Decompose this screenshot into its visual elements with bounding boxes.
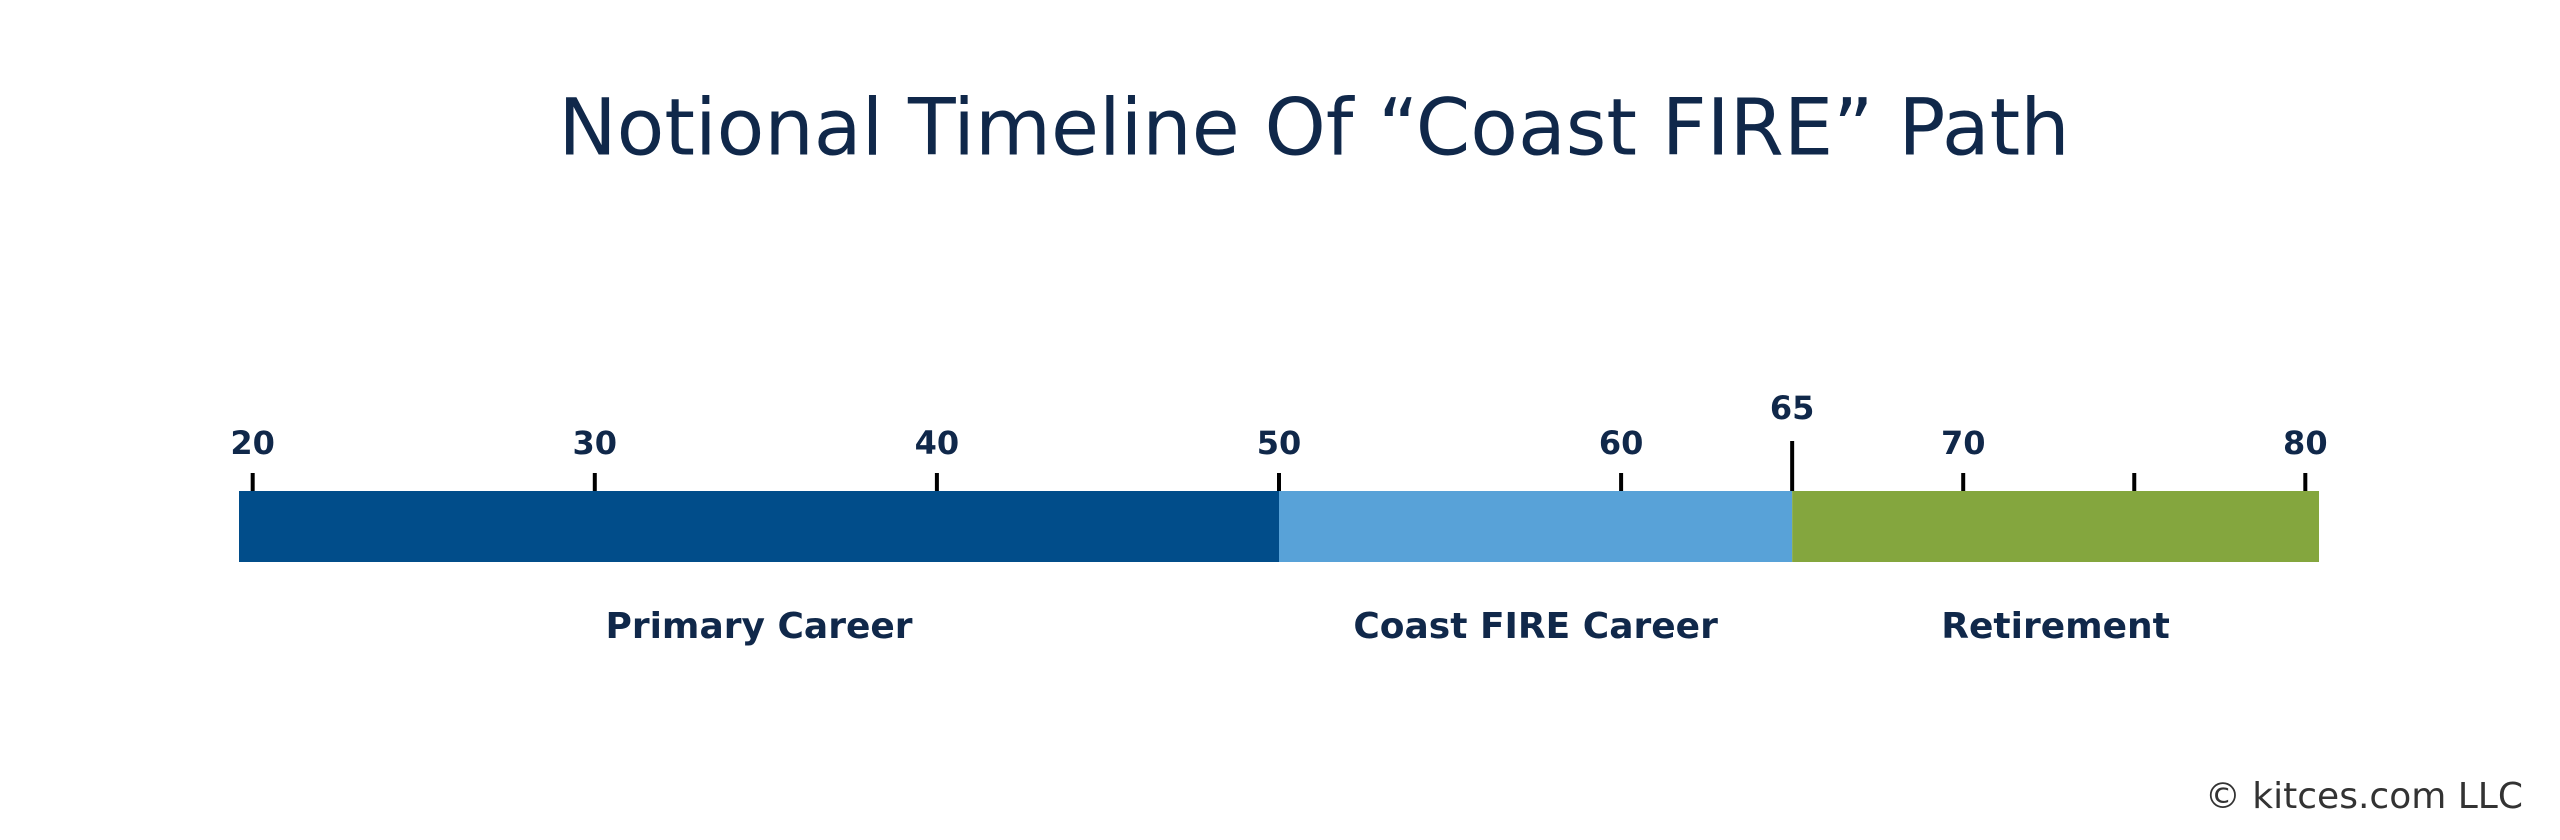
x-tick-label: 50 xyxy=(1257,424,1302,462)
x-tick-label: 40 xyxy=(915,424,960,462)
segment-label: Primary Career xyxy=(605,606,912,647)
segment-label: Coast FIRE Career xyxy=(1353,606,1718,647)
x-tick-label: 20 xyxy=(230,424,275,462)
segment-bar xyxy=(1792,491,2319,562)
segment-label: Retirement xyxy=(1941,606,2170,647)
segment-bar xyxy=(1279,491,1793,562)
x-tick-label: 80 xyxy=(2283,424,2328,462)
x-tick-label: 30 xyxy=(573,424,618,462)
segment-bar xyxy=(239,491,1279,562)
highlight-tick-label: 65 xyxy=(1770,389,1815,427)
x-tick-label: 60 xyxy=(1599,424,1644,462)
chart-title: Notional Timeline Of “Coast FIRE” Path xyxy=(558,83,2069,173)
x-tick-label: 70 xyxy=(1941,424,1986,462)
copyright: © kitces.com LLC xyxy=(2205,776,2523,817)
